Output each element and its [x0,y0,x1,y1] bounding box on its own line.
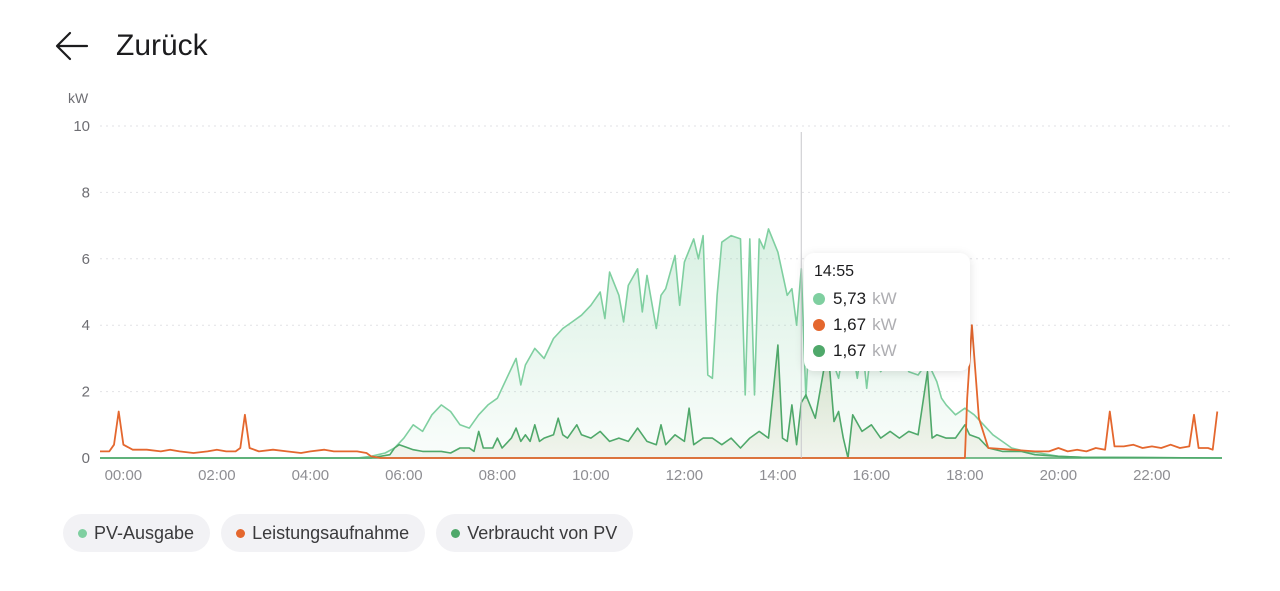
x-tick-label: 02:00 [198,467,236,484]
x-tick-label: 08:00 [479,467,517,484]
x-tick-label: 22:00 [1133,467,1171,484]
legend-chip-used-from-pv[interactable]: Verbraucht von PV [436,514,634,552]
legend-label: Leistungsaufnahme [252,522,410,543]
tooltip-dot [813,319,825,331]
tooltip-dot [813,345,825,357]
y-tick-label: 6 [82,251,90,268]
chart-legend: PV-Ausgabe Leistungsaufnahme Verbraucht … [63,514,634,552]
consumption-line [100,324,1219,459]
y-tick-label: 0 [82,450,90,467]
back-label: Zurück [116,29,208,62]
tooltip-value: 1,67 [833,315,867,334]
tooltip-value: 1,67 [833,341,867,360]
back-button[interactable]: Zurück [54,28,208,64]
x-tick-label: 20:00 [1040,467,1078,484]
tooltip-unit: kW [872,315,897,334]
y-tick-label: 4 [82,317,90,334]
arrow-left-icon [55,31,89,61]
y-tick-label: 2 [82,384,90,401]
tooltip-row-consumption: 1,67 kW [813,315,897,335]
legend-label: PV-Ausgabe [94,522,195,543]
energy-chart[interactable]: kW 0 2 4 6 8 10 00:00 02:00 04:00 06:00 08:00 10:00 1… [0,80,1280,490]
pv-output-area [100,228,1222,458]
tooltip-dot [813,293,825,305]
tooltip-unit: kW [872,341,897,360]
header: Zurück [54,24,208,68]
y-axis-unit-label: kW [68,90,89,106]
y-tick-label: 8 [82,184,90,201]
x-tick-label: 06:00 [385,467,423,484]
tooltip-row-used-from-pv: 1,67 kW [813,341,897,361]
tooltip-row-pv: 5,73 kW [813,289,897,309]
x-tick-label: 04:00 [292,467,330,484]
legend-dot [236,528,246,538]
legend-chip-pv-output[interactable]: PV-Ausgabe [63,514,211,552]
used-from-pv-area [100,345,1222,458]
legend-dot [451,528,461,538]
x-tick-label: 14:00 [759,467,797,484]
x-tick-label: 10:00 [572,467,610,484]
x-tick-label: 18:00 [946,467,984,484]
x-tick-label: 00:00 [105,467,143,484]
used-from-pv-line [100,344,1223,459]
legend-chip-consumption[interactable]: Leistungsaufnahme [221,514,426,552]
chart-tooltip: 14:55 5,73 kW 1,67 kW 1,67 kW [804,253,970,371]
x-tick-label: 12:00 [666,467,704,484]
legend-label: Verbraucht von PV [467,522,618,543]
legend-dot [78,528,87,538]
tooltip-time: 14:55 [814,263,855,280]
chart-svg: kW 0 2 4 6 8 10 00:00 02:00 04:00 06:00 08:00 10:00 1… [68,90,1232,484]
x-tick-label: 16:00 [853,467,891,484]
tooltip-value: 5,73 [833,289,867,308]
tooltip-unit: kW [872,289,897,308]
y-tick-label: 10 [73,118,90,135]
